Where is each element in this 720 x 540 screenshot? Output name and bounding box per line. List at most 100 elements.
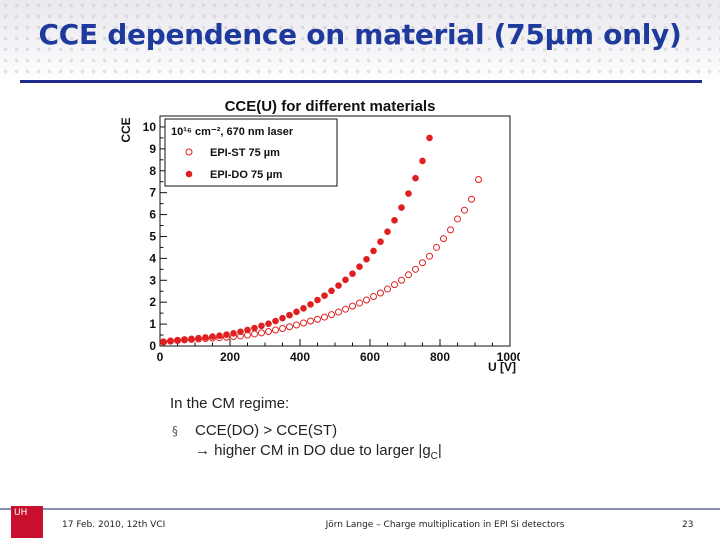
- point-epi-st: [433, 243, 440, 251]
- point-epi-do: [356, 263, 363, 271]
- point-epi-do: [314, 296, 321, 304]
- point-epi-st: [461, 206, 468, 214]
- note-line-2-sub: C: [430, 451, 438, 462]
- note-line-2: → higher CM in DO due to larger |gC|: [195, 442, 442, 462]
- point-epi-do: [363, 255, 370, 263]
- point-epi-st: [419, 259, 426, 267]
- y-tick-label: 3: [149, 273, 156, 287]
- point-epi-do: [272, 317, 279, 325]
- point-epi-st: [454, 215, 461, 223]
- point-epi-st: [300, 319, 307, 327]
- x-tick-label: 600: [360, 350, 380, 364]
- legend-header: 10¹⁶ cm⁻², 670 nm laser: [171, 126, 294, 138]
- point-epi-do: [412, 174, 419, 182]
- point-epi-st: [349, 302, 356, 310]
- x-tick-label: 0: [157, 350, 164, 364]
- point-epi-do: [209, 333, 216, 340]
- cce-chart: CCE(U) for different materials 0 200 400 60…: [119, 98, 520, 374]
- point-epi-st: [293, 321, 300, 329]
- point-epi-st: [398, 276, 405, 284]
- point-epi-st: [363, 296, 370, 304]
- point-epi-do: [167, 337, 174, 345]
- point-epi-st: [265, 328, 272, 336]
- point-epi-do: [286, 311, 293, 319]
- y-tick-label: 1: [149, 317, 156, 331]
- point-epi-do: [237, 328, 244, 336]
- y-tick-label: 4: [149, 251, 156, 265]
- point-epi-do: [181, 336, 188, 343]
- point-epi-do: [377, 238, 384, 246]
- point-epi-do: [202, 334, 209, 341]
- y-tick-label: 6: [149, 208, 156, 222]
- point-epi-st: [286, 323, 293, 331]
- point-epi-do: [328, 287, 335, 295]
- footer-page-number: 23: [682, 520, 694, 530]
- note-line-2-text: → higher CM in DO due to larger |g: [195, 442, 431, 459]
- y-tick-label: 0: [149, 339, 156, 353]
- point-epi-do: [216, 332, 223, 340]
- point-epi-st: [377, 289, 384, 297]
- y-tick-label: 2: [149, 295, 156, 309]
- point-epi-do: [265, 320, 272, 327]
- title-rule: [20, 80, 702, 83]
- point-epi-st: [384, 285, 391, 293]
- point-epi-st: [440, 235, 447, 243]
- point-epi-do: [279, 314, 286, 322]
- point-epi-st: [258, 329, 265, 337]
- point-epi-st: [426, 252, 433, 260]
- point-epi-do: [370, 247, 377, 255]
- legend-label-st: EPI-ST 75 µm: [210, 147, 280, 159]
- y-tick-label: 9: [149, 142, 156, 156]
- point-epi-st: [272, 326, 279, 334]
- legend-marker-do: [185, 170, 193, 178]
- y-axis-label: CCE: [119, 117, 133, 142]
- point-epi-st: [391, 281, 398, 289]
- point-epi-st: [405, 271, 412, 279]
- point-epi-do: [293, 308, 300, 316]
- footer-rule: [0, 508, 720, 510]
- point-epi-do: [405, 190, 412, 197]
- point-epi-st: [370, 292, 377, 300]
- x-axis-label: U [V]: [488, 360, 516, 374]
- chart-title: CCE(U) for different materials: [225, 98, 436, 115]
- point-epi-st: [251, 330, 258, 338]
- point-epi-do: [230, 329, 237, 337]
- point-epi-do: [300, 305, 307, 312]
- point-epi-do: [160, 338, 167, 345]
- point-epi-do: [258, 322, 265, 330]
- series-epi-st: [160, 176, 482, 346]
- legend-box: [164, 118, 338, 187]
- point-epi-do: [349, 270, 356, 278]
- note-intro: In the CM regime:: [170, 395, 290, 412]
- y-tick-label: 7: [149, 186, 156, 200]
- footer-date: 17 Feb. 2010, 12th VCI: [62, 520, 166, 530]
- header-pattern: [0, 0, 720, 80]
- y-tick-label: 5: [149, 229, 156, 243]
- chart-title-group: CCE(U) for different materials: [225, 98, 436, 115]
- point-epi-do: [391, 216, 398, 224]
- x-tick-label: 400: [290, 350, 310, 364]
- point-epi-st: [342, 305, 349, 313]
- point-epi-do: [188, 335, 195, 343]
- point-epi-st: [447, 226, 454, 234]
- point-epi-st: [328, 311, 335, 319]
- note-line-1: CCE(DO) > CCE(ST): [195, 422, 338, 439]
- legend: 10¹⁶ cm⁻², 670 nm laser EPI-ST 75 µm EPI…: [164, 118, 338, 187]
- point-epi-do: [244, 326, 251, 334]
- note-line-2-end: |: [437, 442, 442, 459]
- point-epi-do: [384, 228, 391, 235]
- y-tick-label: 8: [149, 164, 156, 178]
- slide-title: CCE dependence on material (75µm only): [38, 18, 682, 51]
- point-epi-do: [342, 276, 349, 284]
- y-tick-label: 10: [143, 120, 157, 134]
- point-epi-st: [307, 317, 314, 325]
- point-epi-st: [412, 265, 419, 273]
- point-epi-do: [223, 331, 230, 338]
- point-epi-do: [335, 282, 342, 289]
- legend-marker-st: [185, 148, 193, 156]
- university-logo: UH: [11, 506, 43, 538]
- series-epi-do: [160, 134, 433, 345]
- point-epi-do: [251, 324, 258, 332]
